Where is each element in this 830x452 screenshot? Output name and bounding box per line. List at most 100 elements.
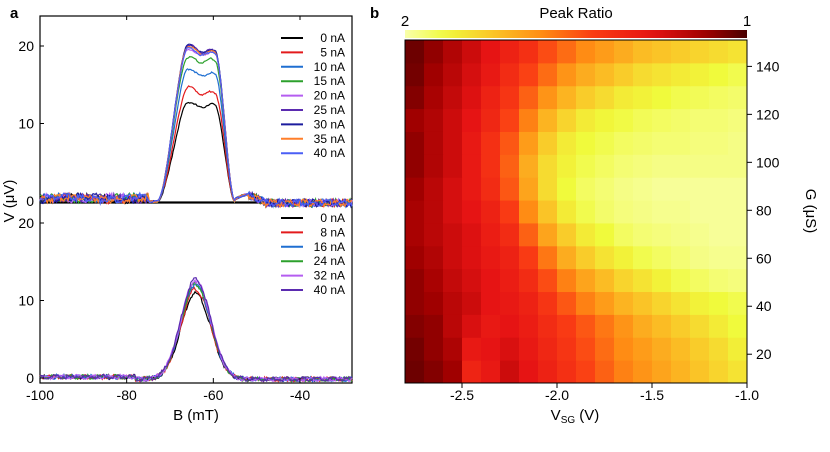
heatmap-cell: [690, 268, 710, 293]
heatmap-cell: [614, 245, 634, 270]
heatmap-cell: [443, 245, 463, 270]
heatmap-cell: [671, 154, 691, 178]
heatmap-cell: [671, 177, 691, 201]
heatmap-cell: [500, 177, 520, 201]
heatmap-cell: [652, 291, 672, 315]
heatmap-cell: [557, 337, 577, 361]
heatmap-cell: [595, 131, 615, 155]
heatmap-cell: [614, 337, 634, 361]
heatmap-cell: [462, 291, 482, 315]
heatmap-cell: [443, 291, 463, 315]
heatmap-cell: [709, 268, 729, 293]
heatmap-cell: [671, 268, 691, 293]
heatmap-cell: [500, 314, 520, 338]
heatmap-cell: [728, 360, 748, 384]
heatmap-cell: [481, 131, 501, 155]
heatmap-cell: [671, 222, 691, 247]
colorbar-min-label: 1: [743, 13, 751, 30]
x-tick-label: -40: [290, 387, 310, 403]
heatmap-cell: [633, 108, 653, 132]
heatmap-cell: [424, 40, 444, 64]
legend-label: 40 nA: [314, 146, 345, 160]
heatmap-cell: [690, 85, 710, 110]
colorbar: [405, 30, 747, 38]
heatmap-cell: [614, 314, 634, 338]
heatmap-cell: [519, 108, 539, 132]
heatmap-cell: [652, 40, 672, 64]
heatmap-cell: [462, 62, 482, 87]
heatmap-cell: [405, 85, 425, 110]
heatmap-x-axis-label: VSG (V): [551, 407, 600, 426]
legend-label: 8 nA: [320, 225, 345, 239]
heatmap-x-tick-label: -2.0: [545, 387, 569, 403]
x-tick-label: -100: [26, 387, 54, 403]
heatmap-cell: [443, 360, 463, 384]
heatmap-cell: [614, 268, 634, 293]
heatmap-cell: [424, 108, 444, 132]
heatmap-cell: [614, 291, 634, 315]
heatmap-cell: [595, 62, 615, 87]
heatmap-cell: [481, 40, 501, 64]
heatmap-cell: [519, 291, 539, 315]
heatmap-cell: [424, 360, 444, 384]
heatmap-cell: [405, 62, 425, 87]
heatmap-cell: [728, 314, 748, 338]
heatmap-cell: [614, 108, 634, 132]
heatmap-cell: [576, 314, 596, 338]
heatmap-cell: [614, 222, 634, 247]
heatmap-cell: [576, 291, 596, 315]
heatmap-cell: [709, 40, 729, 64]
heatmap-cell: [671, 337, 691, 361]
heatmap-x-tick-label: -2.5: [450, 387, 474, 403]
heatmap-cell: [652, 85, 672, 110]
x-tick-label: -80: [117, 387, 137, 403]
heatmap-cell: [652, 337, 672, 361]
heatmap-cell: [671, 360, 691, 384]
heatmap-cell: [481, 314, 501, 338]
heatmap-cell: [595, 222, 615, 247]
heatmap-frame: [404, 39, 748, 384]
heatmap-cell: [614, 131, 634, 155]
heatmap-cell: [595, 200, 615, 224]
heatmap-cell: [443, 131, 463, 155]
heatmap-cell: [424, 177, 444, 201]
heatmap-cell: [709, 245, 729, 270]
heatmap-cell: [538, 85, 558, 110]
heatmap-cell: [728, 154, 748, 178]
heatmap-cell: [443, 314, 463, 338]
heatmap-cell: [576, 337, 596, 361]
legend-label: 35 nA: [314, 132, 345, 146]
heatmap-cell: [500, 222, 520, 247]
heatmap-cell: [405, 177, 425, 201]
y-axis-label: V (μV): [1, 180, 18, 223]
heatmap-cell: [405, 131, 425, 155]
heatmap-cell: [500, 337, 520, 361]
heatmap-cell: [728, 337, 748, 361]
heatmap-cell: [652, 360, 672, 384]
heatmap-cell: [728, 177, 748, 201]
heatmap-cell: [690, 314, 710, 338]
heatmap-cell: [728, 108, 748, 132]
heatmap-cell: [519, 177, 539, 201]
heatmap-cell: [709, 222, 729, 247]
legend-label: 30 nA: [314, 117, 345, 131]
heatmap-cell: [652, 154, 672, 178]
heatmap-cell: [519, 222, 539, 247]
heatmap-cell: [690, 177, 710, 201]
heatmap-cell: [690, 131, 710, 155]
heatmap-cell: [652, 245, 672, 270]
heatmap-cell: [481, 85, 501, 110]
heatmap-cell: [614, 40, 634, 64]
heatmap-cell: [481, 222, 501, 247]
heatmap-cell: [462, 360, 482, 384]
heatmap-cell: [481, 291, 501, 315]
heatmap-cell: [462, 154, 482, 178]
heatmap-cell: [576, 245, 596, 270]
heatmap-cell: [557, 108, 577, 132]
heatmap-cell: [709, 314, 729, 338]
heatmap-cell: [576, 108, 596, 132]
heatmap-cell: [538, 177, 558, 201]
series-line-top-5: [39, 44, 353, 209]
y-tick-label-top: 20: [18, 38, 34, 54]
